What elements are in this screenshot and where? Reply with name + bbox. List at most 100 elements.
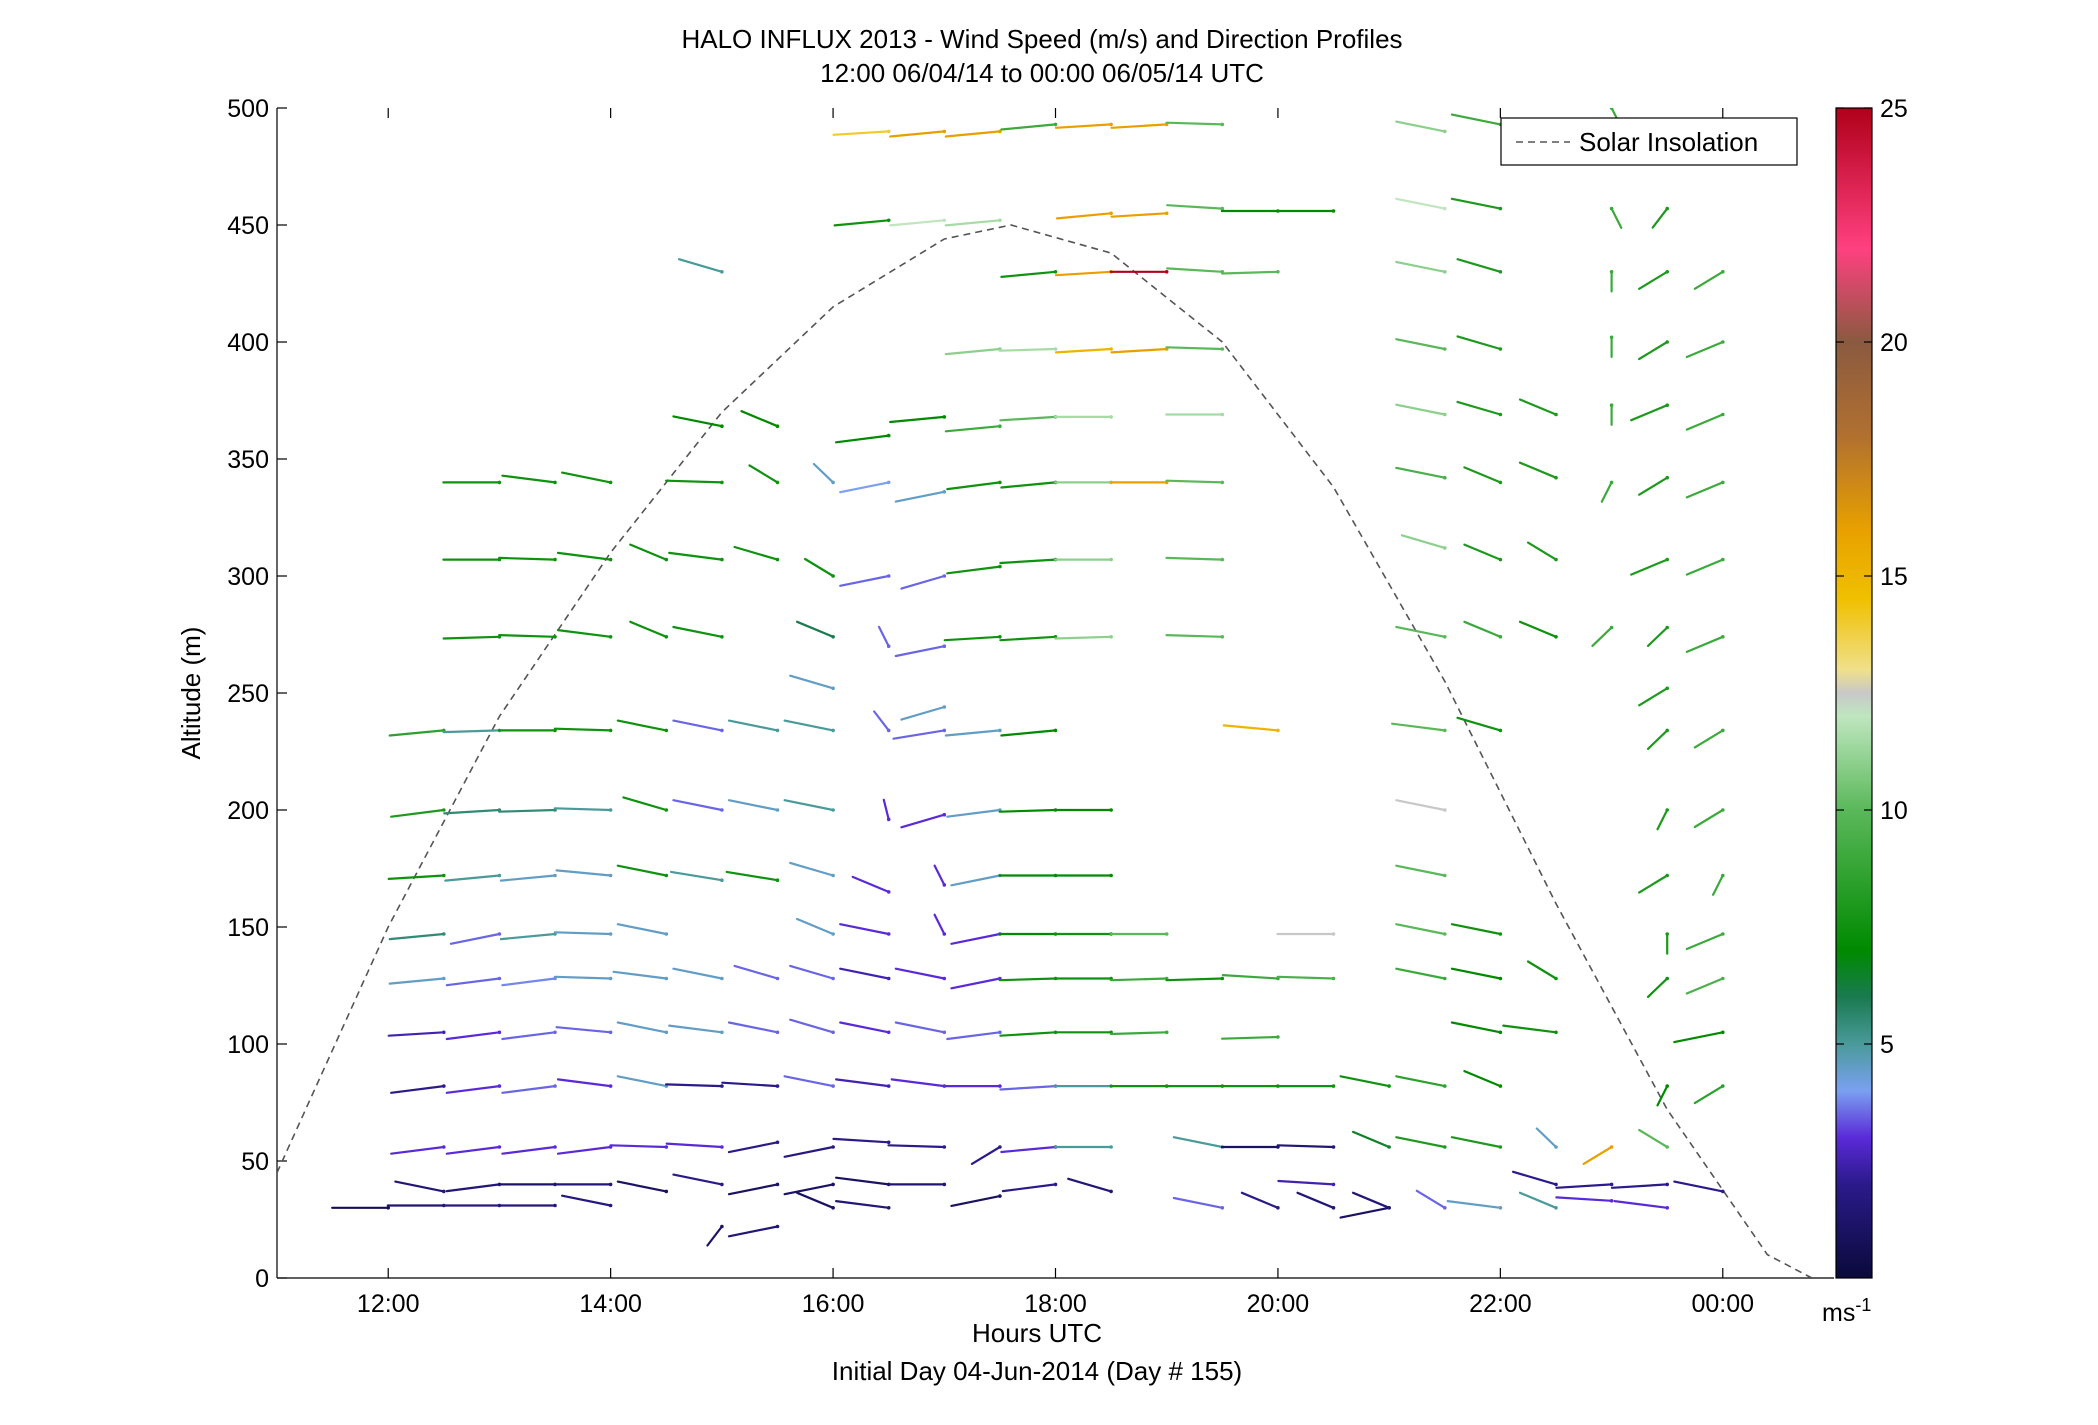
wind-vector bbox=[1395, 1136, 1446, 1149]
wind-vector-base bbox=[1220, 557, 1225, 562]
legend-label-solar: Solar Insolation bbox=[1579, 127, 1758, 157]
wind-vector bbox=[616, 864, 668, 877]
wind-vector-base bbox=[442, 808, 446, 812]
wind-vector-base bbox=[1220, 122, 1225, 127]
wind-vector bbox=[672, 719, 724, 732]
wind-vector-base bbox=[1443, 873, 1447, 878]
wind-vector-base bbox=[497, 1145, 502, 1149]
wind-vector bbox=[443, 808, 501, 815]
wind-vector bbox=[1400, 534, 1446, 550]
wind-vector-base bbox=[1498, 347, 1503, 351]
wind-vector-base bbox=[720, 1084, 724, 1088]
wind-vector-base bbox=[664, 1145, 669, 1149]
colorbar-gradient bbox=[1835, 107, 1873, 1279]
wind-vector bbox=[677, 258, 724, 273]
wind-vector bbox=[832, 130, 890, 136]
wind-vector bbox=[890, 1078, 946, 1088]
wind-vector-base bbox=[720, 1182, 724, 1187]
wind-vector-base bbox=[1665, 976, 1669, 981]
wind-vector-base bbox=[998, 1084, 1002, 1088]
wind-vector bbox=[1395, 120, 1446, 133]
wind-vector-base bbox=[1498, 728, 1503, 733]
wind-vector bbox=[789, 861, 835, 877]
wind-vector-base bbox=[553, 557, 557, 562]
wind-vector-base bbox=[1665, 340, 1669, 344]
wind-vector bbox=[894, 967, 946, 980]
wind-vector-base bbox=[1665, 873, 1669, 878]
wind-vector-base bbox=[1220, 635, 1225, 639]
wind-vector-base bbox=[831, 873, 835, 878]
wind-vector bbox=[834, 1176, 890, 1186]
wind-vector bbox=[1450, 197, 1502, 210]
legend-box bbox=[1500, 117, 1798, 166]
wind-vector-base bbox=[442, 873, 446, 878]
wind-vector-base bbox=[1443, 412, 1447, 417]
wind-vector bbox=[1395, 625, 1446, 638]
wind-vector bbox=[1000, 270, 1057, 278]
wind-vector-base bbox=[1554, 1030, 1558, 1035]
wind-vector-base bbox=[608, 1182, 613, 1187]
wind-vector-base bbox=[831, 480, 835, 485]
wind-vector-base bbox=[1609, 480, 1614, 485]
wind-vector-base bbox=[1498, 206, 1503, 211]
wind-vector-base bbox=[775, 808, 780, 812]
wind-vector-base bbox=[664, 808, 669, 812]
wind-vector bbox=[616, 719, 668, 732]
wind-vector bbox=[839, 967, 890, 980]
wind-vector-base bbox=[1498, 1145, 1503, 1149]
wind-vector bbox=[1656, 1084, 1669, 1107]
wind-vector-base bbox=[775, 1030, 780, 1035]
wind-vector-base bbox=[1609, 108, 1614, 110]
wind-vector-base bbox=[720, 557, 724, 562]
wind-vector-base bbox=[608, 873, 613, 878]
wind-vector bbox=[933, 864, 946, 887]
x-tick-label: 12:00 bbox=[357, 1290, 420, 1318]
legend: Solar Insolation bbox=[1500, 117, 1798, 166]
wind-vector-base bbox=[831, 728, 835, 733]
y-tick-label: 500 bbox=[227, 95, 269, 123]
wind-vector-base bbox=[886, 480, 891, 485]
wind-vector bbox=[1450, 113, 1502, 126]
y-tick-label: 150 bbox=[227, 914, 269, 942]
wind-vector-base bbox=[720, 1145, 724, 1149]
wind-vector-base bbox=[1164, 932, 1169, 936]
wind-vector-base bbox=[1665, 1145, 1669, 1149]
wind-vector bbox=[1463, 1069, 1502, 1088]
wind-vector bbox=[449, 932, 501, 945]
wind-vector bbox=[946, 481, 1002, 491]
wind-vector-base bbox=[720, 728, 724, 733]
wind-vector bbox=[387, 874, 445, 881]
wind-vector bbox=[556, 628, 612, 638]
wind-vector-base bbox=[608, 1084, 613, 1088]
wind-vector-base bbox=[1220, 347, 1225, 351]
wind-vector-base bbox=[1554, 976, 1558, 981]
wind-vector bbox=[894, 490, 946, 503]
wind-vector bbox=[834, 1078, 890, 1088]
wind-vector bbox=[1054, 347, 1113, 354]
wind-vector bbox=[1165, 633, 1224, 638]
wind-vector-base bbox=[720, 808, 724, 812]
wind-vector-base bbox=[1498, 1030, 1503, 1035]
wind-vector-base bbox=[720, 1030, 724, 1035]
wind-vector-base bbox=[1109, 211, 1113, 216]
wind-vector-base bbox=[1665, 1182, 1669, 1187]
wind-vector bbox=[944, 347, 1002, 356]
wind-vector-base bbox=[1721, 976, 1725, 981]
wind-vector bbox=[1463, 620, 1502, 638]
wind-vector-base bbox=[720, 976, 724, 981]
wind-vector bbox=[1110, 123, 1168, 129]
wind-vector-base bbox=[1276, 270, 1280, 274]
wind-vector bbox=[1001, 1183, 1057, 1193]
wind-vector bbox=[727, 1141, 779, 1154]
wind-vector bbox=[668, 1024, 724, 1034]
wind-vector bbox=[1685, 977, 1724, 995]
wind-vector-base bbox=[1109, 1145, 1113, 1149]
wind-vector-base bbox=[831, 686, 835, 691]
wind-vector bbox=[553, 727, 612, 732]
wind-vector-base bbox=[1109, 808, 1113, 812]
x-tick-label: 16:00 bbox=[802, 1290, 865, 1318]
wind-vector bbox=[1000, 123, 1057, 131]
wind-vector bbox=[1638, 340, 1669, 361]
wind-vector-base bbox=[497, 932, 502, 936]
wind-vector-base bbox=[1443, 728, 1447, 733]
